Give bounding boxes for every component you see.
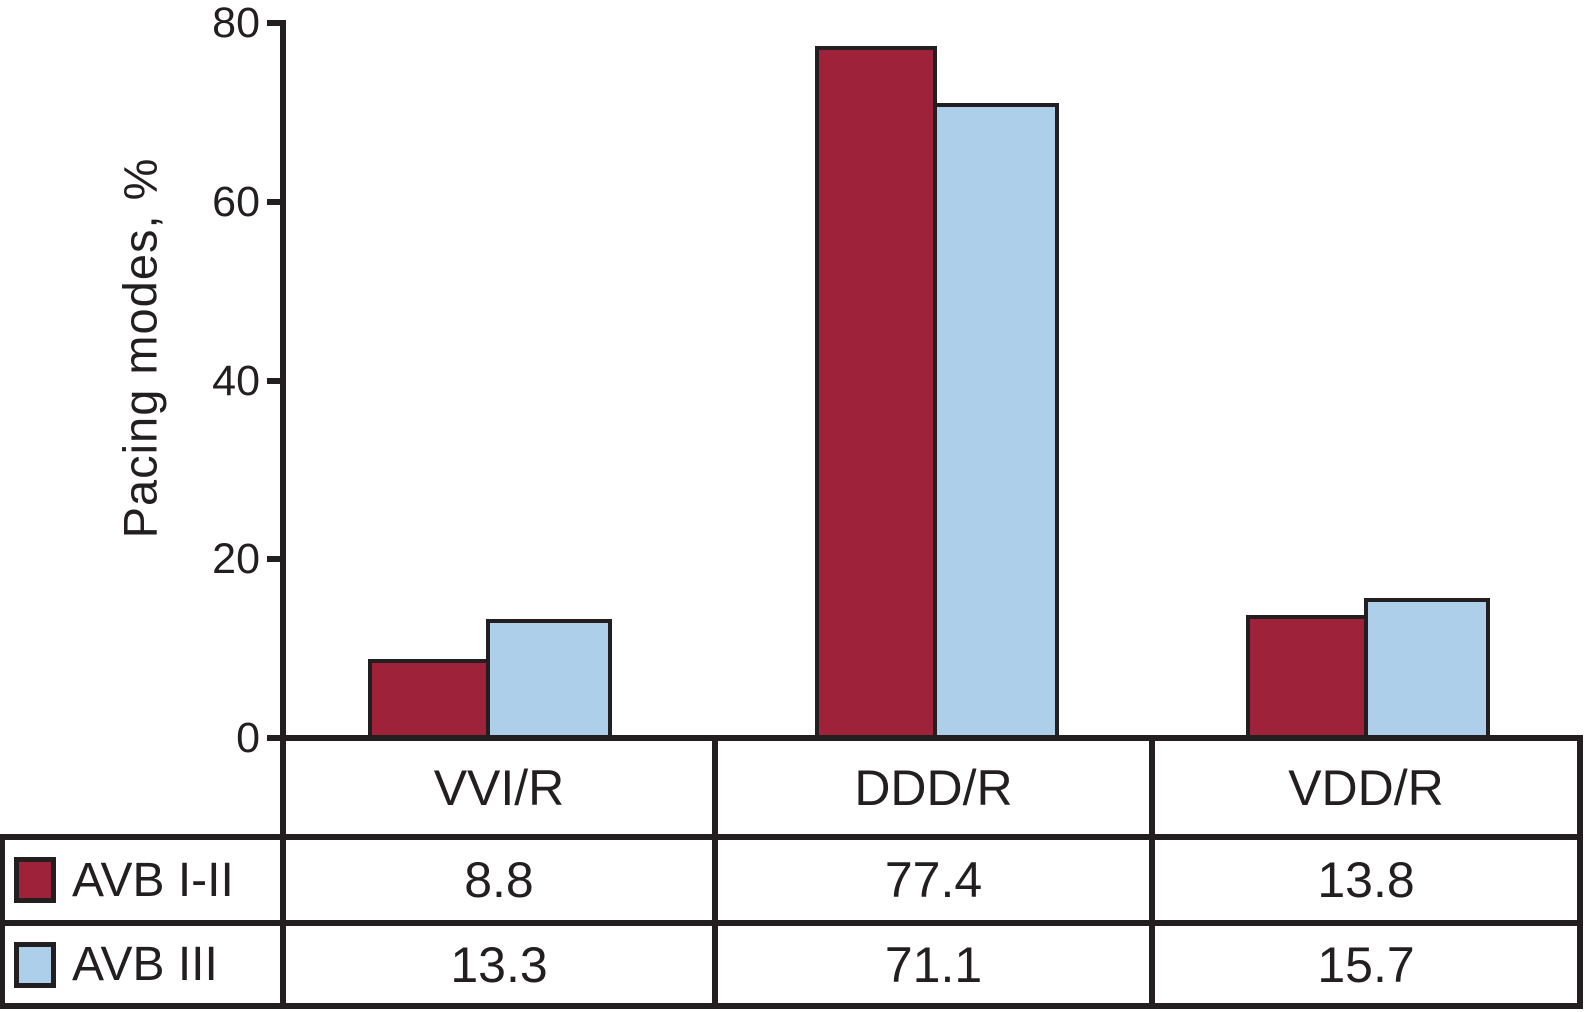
table-border-right <box>1577 735 1583 1009</box>
table-value: 71.1 <box>884 936 983 993</box>
table-border-header-bottom <box>0 834 1583 840</box>
y-tick-mark <box>267 199 285 205</box>
table-value: 13.3 <box>450 936 548 993</box>
y-tick-label: 0 <box>236 714 260 762</box>
table-value: 8.8 <box>464 852 534 908</box>
table-value: 15.7 <box>1317 936 1415 993</box>
bar-avb-iii-ddd-r <box>933 103 1059 741</box>
table-border-left <box>0 834 5 1009</box>
table-border-col2 <box>1149 735 1155 1009</box>
bar-avb-i-ii-ddd-r <box>815 46 937 741</box>
column-header-dddr: DDD/R <box>854 759 1013 816</box>
legend-label: AVB III <box>72 938 218 991</box>
column-header-vddr: VDD/R <box>1288 759 1444 816</box>
bar-avb-i-ii-vvi-r <box>368 659 490 741</box>
y-tick-label: 20 <box>212 535 260 583</box>
table-value: 77.4 <box>884 852 983 908</box>
table-border-row-divider <box>0 920 1583 926</box>
bar-avb-iii-vvi-r <box>486 619 612 741</box>
table-value: 13.8 <box>1317 852 1415 908</box>
legend-label: AVB I-II <box>72 853 234 907</box>
y-tick-label: 40 <box>212 357 260 405</box>
y-tick-mark <box>267 735 285 741</box>
x-axis-baseline <box>280 735 1583 741</box>
y-tick-mark <box>267 378 285 384</box>
legend-swatch-avb-i-ii <box>14 857 56 903</box>
legend-swatch-avb-iii <box>14 941 56 988</box>
table-border-bottom <box>0 1003 1583 1009</box>
bar-avb-iii-vdd-r <box>1364 598 1490 741</box>
legend-row-avb-iii: AVB III <box>5 926 289 1003</box>
y-axis-line <box>280 20 286 1009</box>
y-tick-mark <box>267 20 285 26</box>
table-border-col1 <box>712 735 718 1009</box>
y-tick-mark <box>267 556 285 562</box>
bar-avb-i-ii-vdd-r <box>1246 615 1368 741</box>
y-tick-label: 80 <box>212 0 260 47</box>
y-tick-label: 60 <box>212 178 260 226</box>
legend-row-avb-i-ii: AVB I-II <box>5 840 289 920</box>
column-header-vvir: VVI/R <box>433 759 565 816</box>
